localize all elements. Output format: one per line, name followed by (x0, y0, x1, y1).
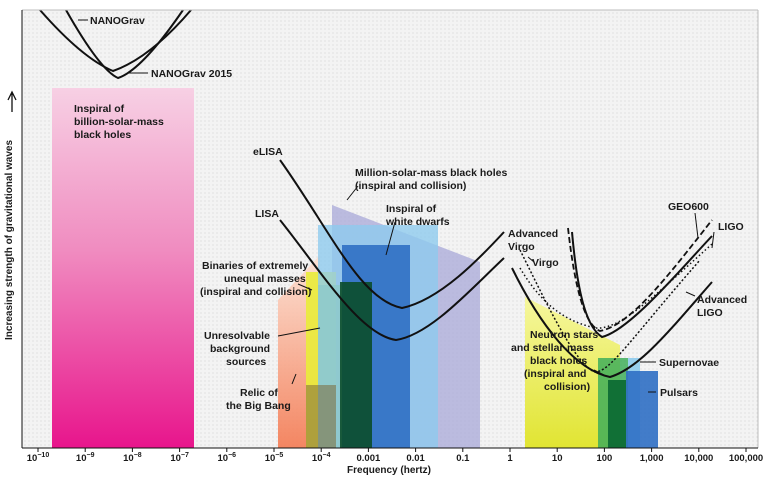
lisa-curve (279, 219, 505, 342)
label-neutron-3: black holes (530, 355, 587, 367)
elisa-curve (279, 159, 505, 310)
y-axis-arrow-icon (7, 90, 17, 112)
label-geo600: GEO600 (668, 201, 709, 213)
x-tick-label: 10−7 (170, 452, 189, 464)
pulsars-region (626, 371, 658, 448)
x-tick-label: 0.001 (357, 453, 381, 464)
x-tick-label: 10−4 (312, 452, 331, 464)
label-relic-2: the Big Bang (226, 400, 291, 412)
label-advanced-ligo-2: LIGO (697, 307, 723, 319)
x-tick-label: 10−10 (27, 452, 50, 464)
label-elisa: eLISA (253, 146, 283, 158)
x-tick-label: 10−8 (123, 452, 142, 464)
label-nanograv: NANOGrav (90, 15, 145, 27)
label-pulsars: Pulsars (660, 387, 698, 399)
label-supernovae: Supernovae (659, 357, 719, 369)
x-tick-label: 0.01 (406, 453, 425, 464)
label-ligo: LIGO (718, 221, 744, 233)
x-tick-label: 0.1 (456, 453, 470, 464)
label-million-2: (inspiral and collision) (355, 180, 466, 192)
x-axis-title: Frequency (hertz) (347, 465, 431, 476)
leader-lines (78, 19, 715, 393)
x-tick-label: 10 (552, 453, 563, 464)
label-billion-1: Inspiral of (74, 103, 125, 115)
geo600-curve (567, 219, 713, 332)
x-tick-label: 10,000 (684, 453, 713, 464)
label-relic-1: Relic of (240, 387, 278, 399)
label-billion-2: billion-solar-mass (74, 116, 164, 128)
source-regions (52, 88, 658, 448)
label-binaries-1: Binaries of extremely (202, 260, 308, 272)
x-tick-label: 100,000 (729, 453, 763, 464)
label-unresolvable-1: Unresolvable (204, 330, 270, 342)
label-advanced-virgo-1: Advanced (508, 228, 558, 240)
region-labels: NANOGrav NANOGrav 2015 Inspiral of billi… (74, 15, 747, 412)
label-binaries-3: (inspiral and collision) (200, 286, 311, 298)
sensitivity-curves (39, 9, 713, 379)
binaries-tan-region (306, 385, 336, 448)
label-white-dwarfs-2: white dwarfs (385, 216, 450, 228)
x-tick-label: 1 (507, 453, 513, 464)
label-binaries-2: unequal masses (224, 273, 306, 285)
label-advanced-ligo-1: Advanced (697, 294, 747, 306)
ligo-curve (571, 231, 713, 339)
label-unresolvable-3: sources (226, 356, 266, 368)
axes (21, 9, 759, 449)
y-axis-title: Increasing strength of gravitational wav… (4, 140, 15, 340)
unresolvable-darkgreen-region (340, 282, 372, 448)
x-tick-label: 1,000 (640, 453, 664, 464)
label-neutron-2: and stellar-mass (511, 342, 594, 354)
label-nanograv-2015: NANOGrav 2015 (151, 68, 232, 80)
label-neutron-5: collision) (544, 381, 590, 393)
x-tick-label: 10−9 (76, 452, 95, 464)
nanograv-curve (39, 9, 192, 73)
supernovae-darkgreen-region (608, 380, 626, 448)
x-tick-label: 10−5 (265, 452, 284, 464)
label-advanced-virgo-2: Virgo (508, 241, 535, 253)
label-unresolvable-2: background (210, 343, 270, 355)
label-virgo: Virgo (532, 257, 559, 269)
label-neutron-1: Neutron stars (530, 329, 598, 341)
label-lisa: LISA (255, 208, 279, 220)
nanograv-2015-curve (65, 9, 184, 80)
label-white-dwarfs-1: Inspiral of (386, 203, 437, 215)
billion-solar-mass-region (52, 88, 194, 448)
label-neutron-4: (inspiral and (524, 368, 586, 380)
x-axis-ticks: 10−10 10−9 10−8 10−7 10−6 10−5 10−4 0.001 0.01 0.… (27, 448, 763, 464)
x-tick-label: 10−6 (218, 452, 237, 464)
advanced-ligo-curve (511, 267, 713, 379)
x-tick-label: 100 (596, 453, 612, 464)
label-billion-3: black holes (74, 129, 131, 141)
neutron-stars-region (525, 297, 620, 448)
label-million-1: Million-solar-mass black holes (355, 167, 507, 179)
